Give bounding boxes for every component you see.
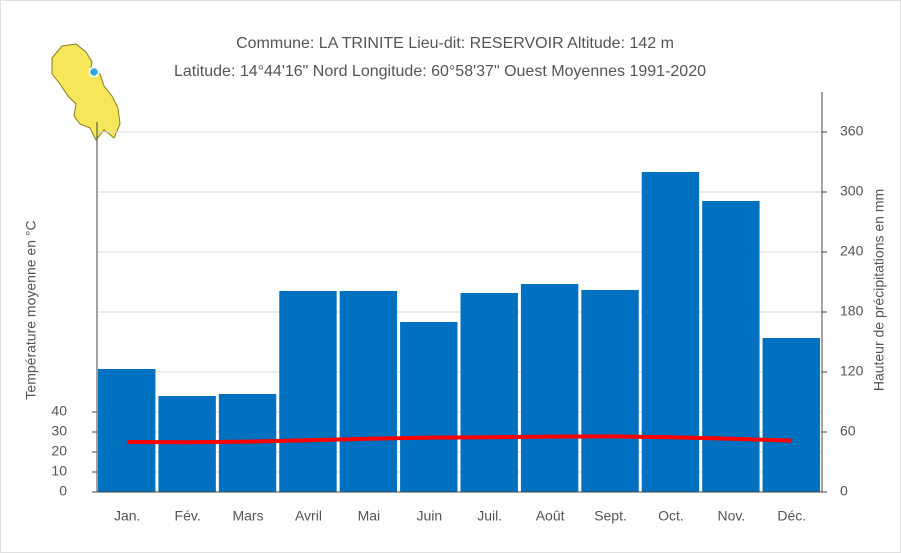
bar [98,369,156,492]
bar [460,293,518,492]
bar [762,338,820,492]
x-tick-label: Jan. [114,508,140,524]
bar [279,291,337,492]
x-tick-label: Juin [416,508,442,524]
y2-tick-label: 120 [840,363,864,379]
bar [702,201,760,492]
y2-tick-label: 240 [840,243,864,259]
x-tick-label: Mai [358,508,381,524]
chart-title: Commune: LA TRINITE Lieu-dit: RESERVOIR … [236,35,674,52]
y-tick-label: 0 [59,483,67,499]
y-tick-label: 30 [51,423,67,439]
x-tick-label: Oct. [658,508,684,524]
chart-subtitle: Latitude: 14°44'16" Nord Longitude: 60°5… [174,63,706,80]
bar [520,284,579,492]
temperature-line [127,434,792,445]
y2-tick-label: 60 [840,423,856,439]
y2-tick-label: 300 [840,183,864,199]
map-icon [51,43,121,141]
y2-tick-label: 360 [840,123,864,139]
y-tick-label: 20 [51,443,67,459]
x-tick-label: Août [536,508,565,524]
x-tick-label: Avril [295,508,322,524]
x-tick-label: Déc. [777,508,806,524]
bar [641,172,700,492]
y-axis-label: Température moyenne en °C [23,220,39,399]
bar [339,291,398,492]
y2-tick-label: 180 [840,303,864,319]
y2-axis-label: Hauteur de précipitations en mm [871,189,887,391]
x-tick-label: Sept. [594,508,627,524]
x-tick-label: Juil. [477,508,502,524]
y-tick-label: 40 [51,403,67,419]
bar [581,290,639,492]
y2-tick-label: 0 [840,483,848,499]
y-tick-label: 10 [51,463,67,479]
bar [400,322,458,492]
x-tick-label: Mars [232,508,263,524]
x-tick-label: Nov. [718,508,746,524]
x-tick-label: Fév. [175,508,201,524]
